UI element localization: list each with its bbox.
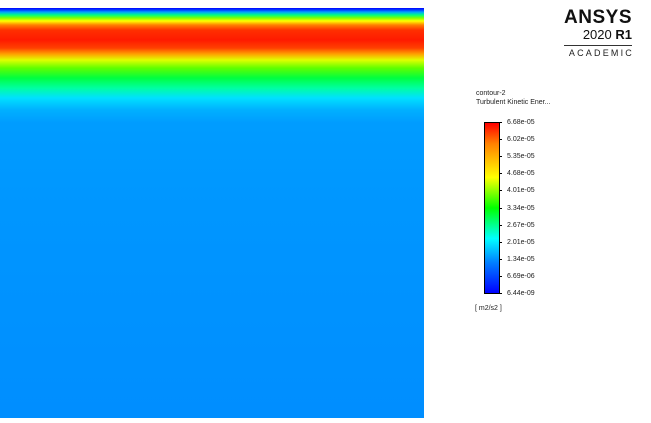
colorbar-tick-label: 3.34e-05 — [500, 204, 535, 213]
colorbar-tick-label: 5.35e-05 — [500, 152, 535, 161]
logo-brand: ANSYS — [564, 7, 632, 28]
ansys-logo: ANSYS 2020 R1 ACADEMIC — [512, 8, 632, 59]
colorbar-tick-label: 4.01e-05 — [500, 186, 535, 195]
colorbar-tick-label: 2.67e-05 — [500, 221, 535, 230]
legend-variable: Turbulent Kinetic Ener... — [476, 99, 551, 106]
contour-plot[interactable] — [0, 8, 424, 418]
legend-title: contour-2 Turbulent Kinetic Ener... — [476, 89, 550, 107]
colorbar-tick-label: 6.02e-05 — [500, 135, 535, 144]
legend-contour-name: contour-2 — [476, 90, 506, 97]
logo-release: R1 — [615, 27, 632, 42]
logo-divider — [564, 45, 632, 46]
legend-unit: [ m2/s2 ] — [475, 305, 502, 312]
colorbar-tick-label: 4.68e-05 — [500, 169, 535, 178]
colorbar-tick-label: 6.68e-05 — [500, 118, 535, 127]
logo-edition: ACADEMIC — [568, 48, 634, 58]
colorbar-tick-label: 6.69e-06 — [500, 272, 535, 281]
colorbar-tick-label: 2.01e-05 — [500, 238, 535, 247]
logo-version-line: 2020 R1 — [512, 28, 632, 42]
logo-version: 2020 — [582, 27, 612, 42]
colorbar — [484, 122, 500, 294]
colorbar-tick-label: 6.44e-09 — [500, 289, 535, 298]
colorbar-tick-label: 1.34e-05 — [500, 255, 535, 264]
